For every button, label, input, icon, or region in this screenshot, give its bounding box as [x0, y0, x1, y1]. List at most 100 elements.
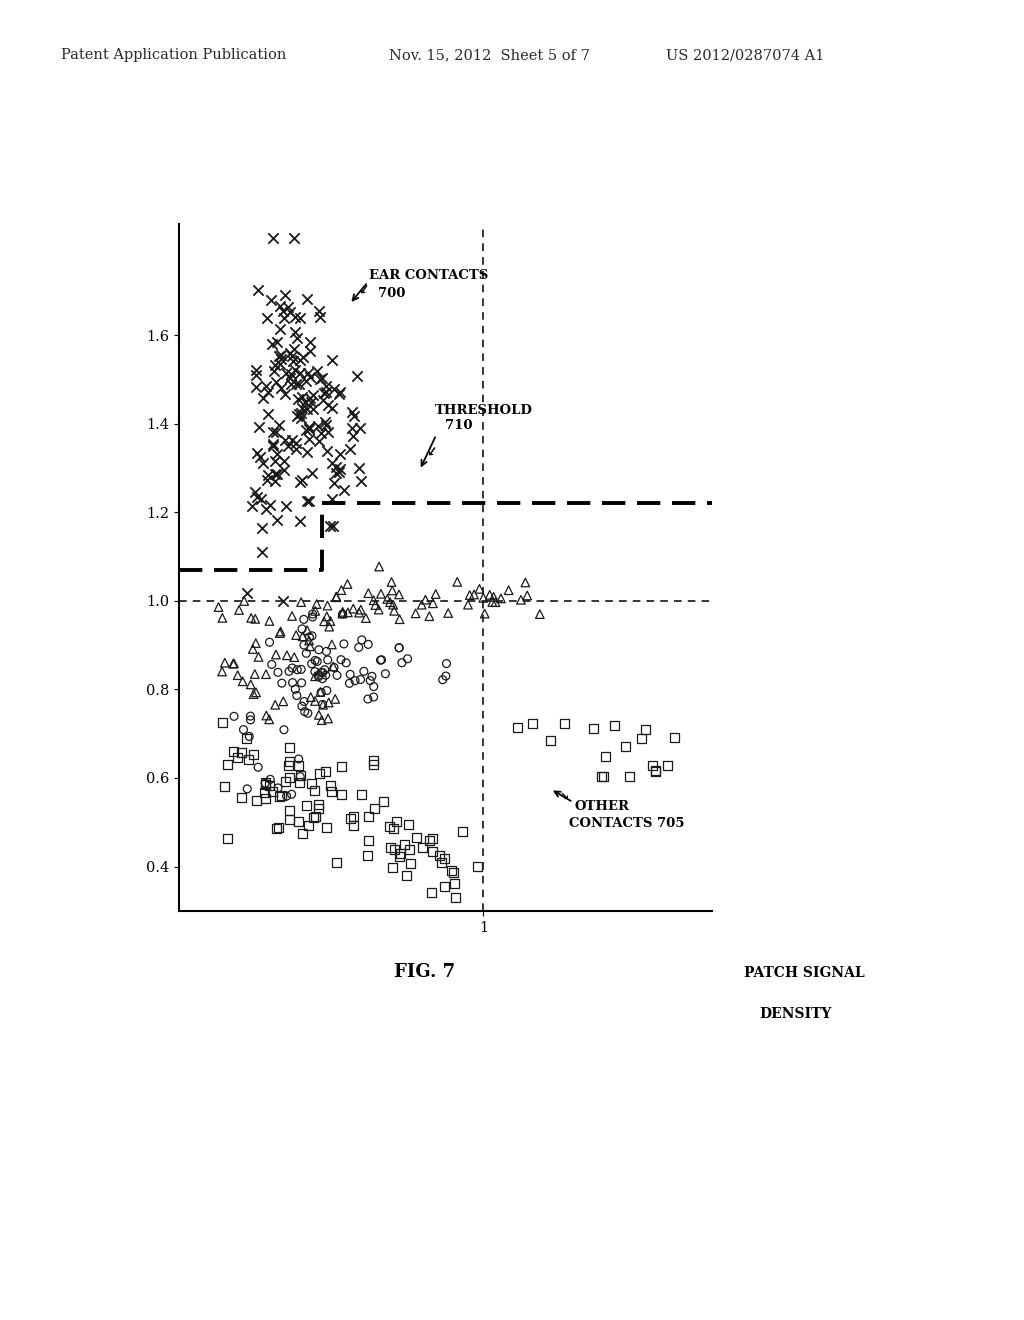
Point [306, 780, 323, 801]
Point [254, 541, 270, 562]
Point [278, 771, 294, 792]
Point [299, 619, 315, 640]
Point [294, 397, 310, 418]
Point [455, 821, 471, 842]
Point [282, 737, 298, 758]
Point [307, 690, 324, 711]
Point [324, 397, 340, 418]
Point [315, 611, 332, 632]
Point [314, 389, 331, 411]
Point [253, 488, 269, 510]
Point [215, 711, 231, 733]
Point [322, 775, 338, 796]
Point [278, 284, 294, 305]
Point [475, 587, 492, 609]
Point [296, 690, 312, 711]
Point [280, 436, 296, 457]
Point [290, 755, 306, 776]
Point [239, 779, 255, 800]
Point [248, 682, 264, 704]
Point [276, 429, 293, 450]
Point [291, 374, 307, 395]
Text: 710: 710 [445, 420, 473, 433]
Point [291, 748, 307, 770]
Point [377, 663, 393, 684]
Point [324, 488, 340, 510]
Point [359, 807, 376, 828]
Point [519, 585, 536, 606]
Point [248, 376, 264, 397]
Point [304, 606, 321, 627]
Point [332, 459, 348, 480]
Point [513, 589, 529, 610]
Point [301, 627, 317, 648]
Point [328, 851, 344, 873]
Point [339, 573, 355, 594]
Point [247, 609, 263, 630]
Point [299, 399, 315, 420]
Point [357, 607, 374, 628]
Point [247, 482, 263, 503]
Point [287, 306, 303, 327]
Point [644, 755, 660, 776]
Point [659, 755, 676, 776]
Point [283, 363, 299, 384]
Point [294, 672, 310, 693]
Point [358, 845, 375, 866]
Text: PATCH SIGNAL: PATCH SIGNAL [743, 966, 864, 979]
Point [360, 829, 377, 850]
Point [243, 706, 259, 727]
Point [421, 606, 437, 627]
Point [386, 840, 402, 861]
Point [301, 418, 317, 440]
Point [244, 495, 260, 516]
Point [310, 639, 327, 660]
Point [302, 367, 318, 388]
Point [251, 416, 267, 437]
Point [268, 463, 285, 484]
Point [321, 692, 337, 713]
Point [287, 678, 303, 700]
Point [264, 780, 281, 801]
Point [261, 632, 278, 653]
Point [233, 787, 250, 808]
Point [338, 652, 354, 673]
Point [210, 597, 226, 618]
Point [317, 376, 334, 397]
Point [275, 719, 292, 741]
Point [352, 599, 369, 620]
Point [309, 651, 326, 672]
Point [329, 665, 345, 686]
Point [296, 635, 312, 656]
Point [386, 818, 402, 840]
Point [291, 810, 307, 832]
Text: Nov. 15, 2012  Sheet 5 of 7: Nov. 15, 2012 Sheet 5 of 7 [389, 49, 590, 62]
Point [637, 719, 653, 741]
Point [408, 603, 424, 624]
Point [493, 587, 509, 609]
Point [258, 788, 274, 809]
Point [255, 453, 271, 474]
Point [301, 416, 317, 437]
Point [312, 368, 329, 389]
Point [266, 450, 283, 471]
Point [340, 602, 356, 623]
Point [303, 653, 319, 675]
Point [373, 583, 389, 605]
Point [398, 865, 415, 886]
Point [319, 421, 336, 442]
Point [342, 664, 358, 685]
Point [229, 747, 246, 768]
Point [258, 664, 274, 685]
Point [236, 590, 252, 611]
Point [336, 480, 352, 502]
Point [267, 644, 284, 665]
Point [281, 800, 297, 821]
Point [258, 308, 274, 329]
Point [289, 327, 305, 348]
Point [595, 766, 611, 787]
Point [321, 616, 337, 638]
Point [305, 384, 322, 405]
Point [263, 289, 280, 310]
Point [334, 603, 350, 624]
